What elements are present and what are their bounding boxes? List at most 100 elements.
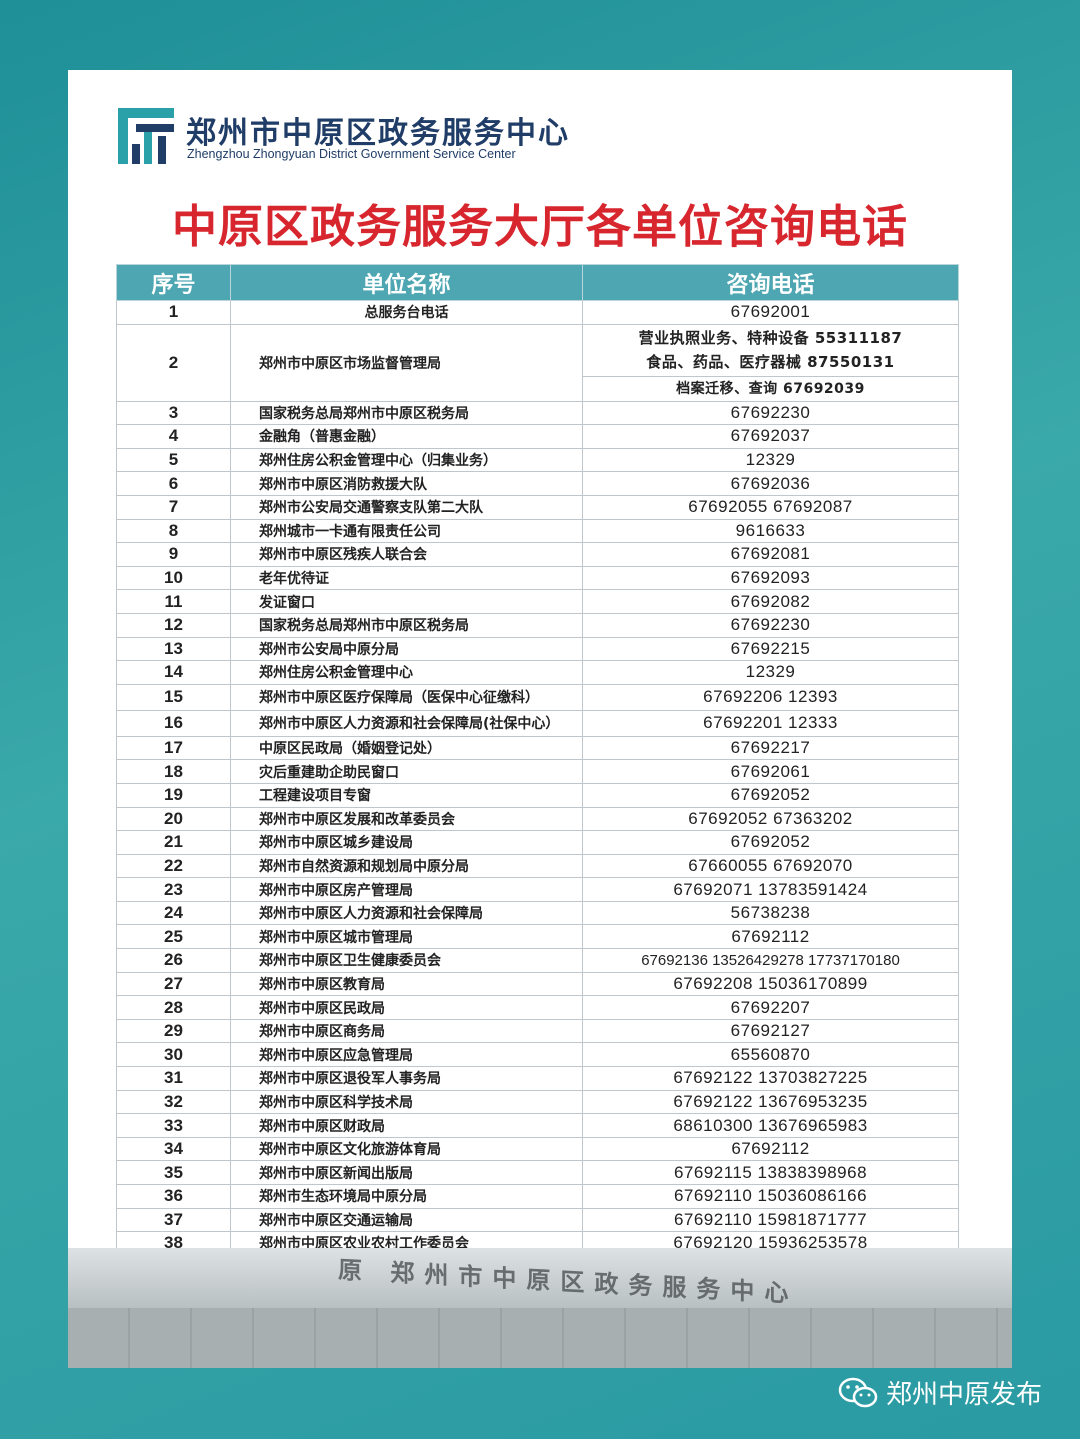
row-index: 10: [116, 565, 231, 591]
row-phone: 68610300 13676965983: [582, 1113, 959, 1138]
row-index: 30: [116, 1042, 231, 1068]
table-row: 10 老年优待证 67692093: [116, 565, 959, 591]
row-phone: 67692215: [582, 636, 959, 662]
table-row: 档案迁移、查询 67692039: [117, 375, 959, 402]
table-row: 28 郑州市中原区民政局 67692207: [116, 995, 959, 1020]
building-photo: 原 郑州市中原区政务服务中心: [68, 1248, 1012, 1368]
zhongyuan-logo: [118, 108, 174, 164]
row-unit-name: 郑州住房公积金管理中心: [230, 660, 583, 685]
row-index: 11: [116, 589, 231, 614]
table-row: 21 郑州市中原区城乡建设局 67692052: [116, 830, 959, 855]
row-unit-name: 郑州市中原区新闻出版局: [230, 1160, 583, 1185]
table-row: 13 郑州市公安局中原分局 67692215: [116, 636, 959, 662]
row-unit-name: 郑州市中原区人力资源和社会保障局(社保中心）: [230, 709, 583, 737]
row-index: 16: [116, 709, 231, 737]
row-phone: 67692230: [582, 612, 959, 638]
row-index: 31: [116, 1066, 231, 1091]
table-row: 18 灾后重建助企助民窗口 67692061: [116, 759, 959, 784]
table-row: 11 发证窗口 67692082: [116, 589, 959, 614]
row-index: 35: [116, 1160, 231, 1185]
row-unit-name: 郑州市中原区商务局: [230, 1018, 583, 1044]
column-header-index: 序号: [116, 264, 231, 301]
row-index: 6: [116, 471, 231, 496]
row-unit-name: 郑州市中原区民政局: [230, 995, 583, 1020]
table-row: 17 中原区民政局（婚姻登记处） 67692217: [116, 735, 959, 761]
row-index: 2: [116, 323, 231, 402]
row-index: 21: [116, 830, 231, 855]
row-unit-name: 郑州住房公积金管理中心（归集业务）: [230, 447, 583, 473]
table-row: 8 郑州城市一卡通有限责任公司 9616633: [116, 518, 959, 544]
row-unit-name: 郑州市中原区教育局: [230, 971, 583, 997]
table-row: 34 郑州市中原区文化旅游体育局 67692112: [116, 1136, 959, 1162]
row-index: 8: [116, 518, 231, 544]
wechat-icon: [838, 1377, 878, 1407]
row-phone: 9616633: [582, 518, 959, 544]
org-name-en: Zhengzhou Zhongyuan District Government …: [187, 147, 516, 161]
table-row: 27 郑州市中原区教育局 67692208 15036170899: [116, 971, 959, 997]
row-index: 14: [116, 660, 231, 685]
row-phone: 67692122 13676953235: [582, 1089, 959, 1115]
table-row: 31 郑州市中原区退役军人事务局 67692122 13703827225: [116, 1066, 959, 1091]
row-phone: 67692201 12333: [582, 709, 959, 737]
table-row: 12 国家税务总局郑州市中原区税务局 67692230: [116, 612, 959, 638]
row-index: 13: [116, 636, 231, 662]
table-row: 26 郑州市中原区卫生健康委员会 67692136 13526429278 1773…: [116, 948, 959, 973]
row-phone: 56738238: [582, 900, 959, 926]
wechat-account-name: 郑州中原发布: [885, 1380, 1042, 1410]
row-index: 22: [116, 853, 231, 879]
row-index: 28: [116, 995, 231, 1020]
row-index: 9: [116, 542, 231, 567]
table-row: 29 郑州市中原区商务局 67692127: [116, 1018, 959, 1044]
row-unit-name: 郑州市中原区消防救援大队: [230, 471, 583, 496]
row-phone: 67692217: [582, 735, 959, 761]
phone-line: 营业执照业务、特种设备 55311187: [638, 329, 903, 348]
table-row: 2 郑州市中原区市场监督管理局 营业执照业务、特种设备 55311187 食品、药品、…: [116, 323, 959, 402]
table-row: 36 郑州市生态环境局中原分局 67692110 15036086166: [116, 1184, 959, 1209]
row-phone: 67692122 13703827225: [582, 1066, 959, 1091]
row-index: 4: [116, 424, 231, 449]
row-index: 5: [116, 447, 231, 473]
row-index: 29: [116, 1018, 231, 1044]
row-phone: 67692052: [582, 830, 959, 855]
row-unit-name: 发证窗口: [230, 589, 583, 614]
table-row: 22 郑州市自然资源和规划局中原分局 67660055 67692070: [116, 853, 959, 879]
row-phone: 67692136 13526429278 17737170180: [582, 948, 959, 973]
row-unit-name: 郑州市中原区发展和改革委员会: [230, 806, 583, 832]
table-row: 35 郑州市中原区新闻出版局 67692115 13838398968: [116, 1160, 959, 1185]
table-row: 16 郑州市中原区人力资源和社会保障局(社保中心） 67692201 12333: [116, 709, 959, 737]
row-phone: 档案迁移、查询 67692039: [582, 375, 959, 402]
row-unit-name: 郑州市中原区应急管理局: [230, 1042, 583, 1068]
row-unit-name: 郑州市中原区卫生健康委员会: [230, 948, 583, 973]
row-index: 7: [116, 494, 231, 520]
row-unit-name: 中原区民政局（婚姻登记处）: [230, 735, 583, 761]
row-unit-name: 总服务台电话: [230, 300, 583, 325]
row-index: 33: [116, 1113, 231, 1138]
building-sign: 原 郑州市中原区政务服务中心: [338, 1254, 799, 1309]
row-unit-name: 国家税务总局郑州市中原区税务局: [230, 400, 583, 426]
row-unit-name: 郑州市中原区城乡建设局: [230, 830, 583, 855]
row-phone: 67692112: [582, 924, 959, 950]
phone-line: 档案迁移、查询 67692039: [676, 380, 865, 397]
row-unit-name: 郑州市中原区市场监督管理局: [230, 323, 583, 402]
row-phone: 67692071 13783591424: [582, 877, 959, 902]
table-row: 37 郑州市中原区交通运输局 67692110 15981871777: [116, 1207, 959, 1233]
table-row: 5 郑州住房公积金管理中心（归集业务） 12329: [116, 447, 959, 473]
column-header-name: 单位名称: [230, 264, 583, 301]
row-phone: 65560870: [582, 1042, 959, 1068]
row-phone: 12329: [582, 447, 959, 473]
row-unit-name: 郑州市公安局中原分局: [230, 636, 583, 662]
row-phone: 67660055 67692070: [582, 853, 959, 879]
row-index: 20: [116, 806, 231, 832]
row-phone: 67692081: [582, 542, 959, 567]
row-phone: 67692110 15981871777: [582, 1207, 959, 1233]
phone-line: 食品、药品、医疗器械 87550131: [646, 353, 895, 372]
row-phone: 67692055 67692087: [582, 494, 959, 520]
row-phone: 67692206 12393: [582, 683, 959, 711]
row-index: 15: [116, 683, 231, 711]
row-index: 36: [116, 1184, 231, 1209]
row-phone: 67692061: [582, 759, 959, 784]
table-row: 32 郑州市中原区科学技术局 67692122 13676953235: [116, 1089, 959, 1115]
row-unit-name: 郑州市中原区城市管理局: [230, 924, 583, 950]
row-unit-name: 老年优待证: [230, 565, 583, 591]
row-unit-name: 金融角（普惠金融）: [230, 424, 583, 449]
